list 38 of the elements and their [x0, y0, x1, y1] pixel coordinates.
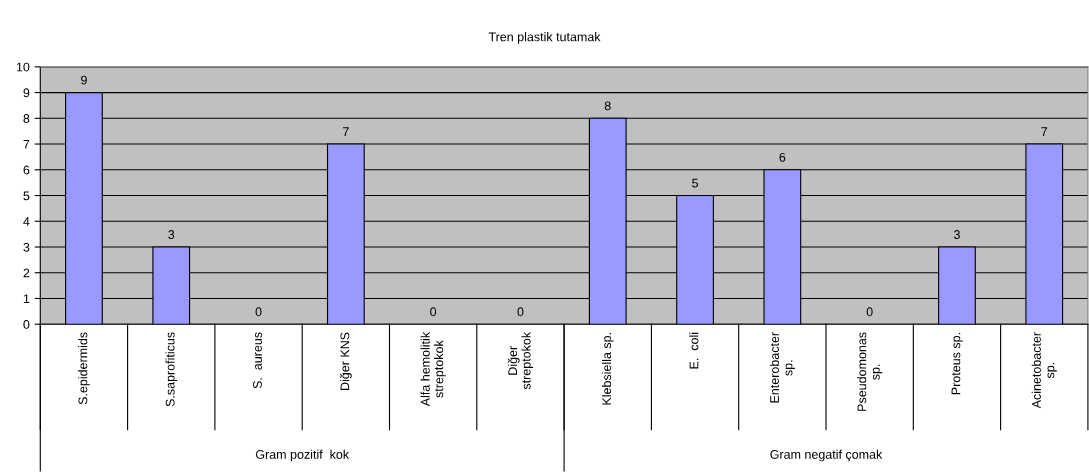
x-tick-label: E. coli — [689, 332, 699, 369]
data-label: 3 — [168, 230, 175, 239]
data-label: 3 — [953, 230, 960, 239]
data-label: 9 — [81, 75, 87, 85]
data-label: 0 — [866, 307, 873, 317]
data-label: 0 — [517, 307, 524, 317]
y-tick-label: 7 — [23, 139, 30, 149]
x-tick-label: Enterobacter sp. — [769, 332, 795, 403]
data-label: 6 — [779, 152, 786, 162]
data-label: 7 — [343, 127, 349, 136]
x-tick-label: Acinetobacter sp. — [1031, 332, 1057, 409]
data-label: 5 — [692, 178, 699, 188]
x-tick-label: Alfa hemolitik streptokok — [420, 331, 446, 407]
chart-title: Tren plastik tutamak — [488, 32, 601, 44]
x-tick-label: Diğer KNS — [339, 332, 352, 390]
y-tick-label: 4 — [23, 217, 30, 226]
data-label: 0 — [255, 307, 262, 317]
y-tick-label: 2 — [23, 268, 30, 278]
x-tick-label: Klebsiella sp. — [601, 333, 614, 405]
x-tick-label: Proteus sp. — [951, 333, 963, 395]
data-label: 8 — [604, 101, 611, 111]
text: Gram negatif çomak — [770, 449, 883, 462]
y-tick-label: 1 — [23, 294, 30, 304]
y-tick-label: 3 — [23, 242, 30, 252]
y-tick-label: 0 — [23, 320, 30, 329]
y-tick-label: 6 — [23, 165, 30, 175]
x-tick-label: S.epidermids — [78, 332, 90, 405]
text: Gram pozitif kok — [255, 449, 350, 462]
y-tick-label: 5 — [23, 191, 30, 201]
data-label: 0 — [430, 307, 437, 317]
y-tick-label: 8 — [23, 114, 30, 123]
data-label: 7 — [1041, 127, 1048, 136]
x-tick-label: S.saprofiticus — [165, 332, 178, 407]
y-tick-label: 9 — [23, 88, 30, 98]
x-tick-label: Diğer streptokok — [507, 331, 534, 390]
x-tick-label: Pseudomonas sp. — [857, 332, 883, 411]
x-tick-label: S. aureus — [253, 332, 262, 389]
y-tick-label: 10 — [16, 62, 30, 72]
